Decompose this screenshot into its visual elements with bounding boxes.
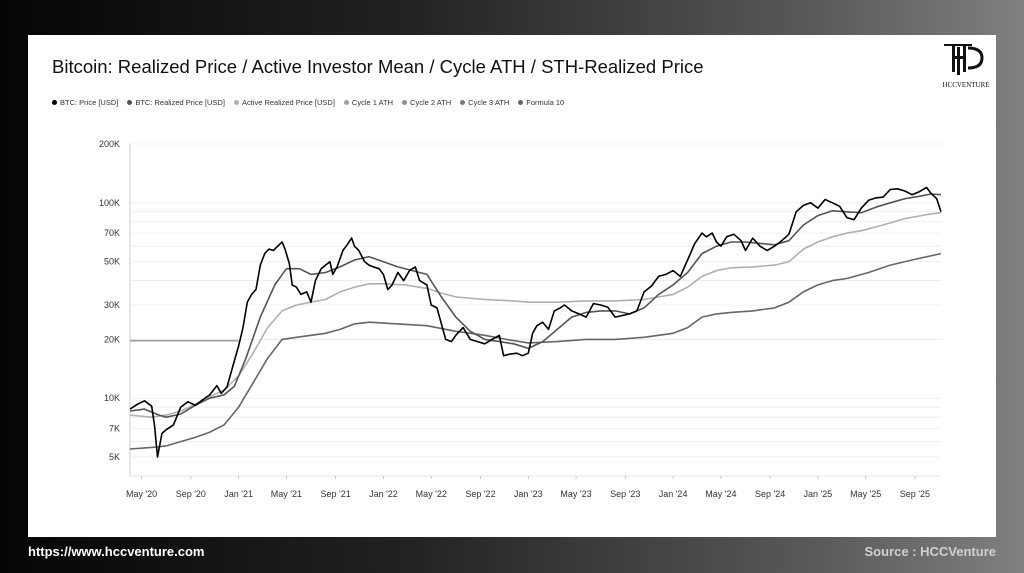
legend-dot-icon: [518, 99, 524, 105]
x-tick-label: Jan '22: [369, 489, 398, 499]
logo: HCCVENTURE: [936, 41, 996, 91]
x-tick-label: Jan '25: [804, 489, 833, 499]
y-axis-ticks: 5K 7K 10K 20K 30K 50K 70K 100K 200K: [99, 139, 120, 462]
series-line-active-realized-price-usd: [129, 211, 942, 418]
y-tick-label: 20K: [104, 334, 120, 344]
chart-title: Bitcoin: Realized Price / Active Investo…: [52, 56, 704, 77]
legend-item[interactable]: Formula 10: [518, 98, 564, 107]
x-tick-label: Jan '24: [659, 489, 688, 499]
x-tick-label: Sep '24: [755, 489, 785, 499]
x-tick-label: Sep '22: [465, 489, 495, 499]
x-tick-label: May '20: [126, 489, 157, 499]
y-tick-label: 100K: [99, 198, 120, 208]
legend-label: Formula 10: [526, 97, 565, 107]
x-tick-label: May '25: [850, 489, 881, 499]
legend-dot-icon: [343, 99, 349, 105]
legend-item[interactable]: BTC: Realized Price [USD]: [127, 98, 225, 107]
legend-item[interactable]: Cycle 2 ATH: [402, 98, 451, 107]
x-tick-label: Sep '21: [321, 489, 351, 499]
legend-label: BTC: Price [USD]: [60, 97, 119, 107]
chart-legend: BTC: Price [USD] BTC: Realized Price [USD…: [52, 96, 564, 108]
legend-label: Cycle 2 ATH: [410, 97, 452, 107]
x-tick-label: Jan '21: [224, 489, 253, 499]
legend-label: Active Realized Price [USD]: [241, 97, 335, 107]
grid-lines: [129, 143, 941, 477]
series-line-btc-realized-price-usd: [129, 193, 942, 418]
chart-card: Bitcoin: Realized Price / Active Investo…: [28, 35, 996, 537]
legend-label: Cycle 1 ATH: [351, 97, 394, 107]
logo-mark-icon: HCCVENTURE: [942, 44, 990, 89]
x-tick-label: May '23: [560, 489, 591, 499]
website-url[interactable]: https://www.hccventure.com: [28, 544, 205, 559]
source-label: Source : HCCVenture: [864, 544, 996, 559]
legend-dot-icon: [233, 99, 239, 105]
x-axis-ticks: May '20 Sep '20 Jan '21 May '21 Sep '21 Jan '…: [126, 476, 930, 499]
x-tick-label: Sep '20: [176, 489, 206, 499]
x-tick-label: May '22: [416, 489, 447, 499]
x-tick-label: May '21: [271, 489, 302, 499]
y-tick-label: 7K: [109, 424, 120, 434]
y-tick-label: 30K: [104, 300, 120, 310]
legend-label: BTC: Realized Price [USD]: [135, 97, 225, 107]
legend-dot-icon: [127, 99, 133, 105]
series-line-formula-10: [129, 252, 942, 450]
legend-item[interactable]: Active Realized Price [USD]: [233, 97, 335, 107]
x-tick-label: Sep '25: [900, 489, 930, 499]
y-tick-label: 200K: [99, 139, 120, 149]
series-line-btc-price-usd: [129, 186, 942, 458]
legend-item[interactable]: Cycle 3 ATH: [460, 98, 509, 107]
x-tick-label: Sep '23: [610, 489, 640, 499]
logo-text: HCCVENTURE: [942, 81, 989, 89]
y-tick-label: 50K: [104, 257, 120, 267]
legend-label: Cycle 3 ATH: [468, 97, 510, 107]
legend-dot-icon: [52, 99, 57, 105]
x-tick-label: May '24: [705, 489, 736, 499]
chart-plot: 5K 7K 10K 20K 30K 50K 70K 100K 200K May '20 Sep '…: [99, 139, 942, 499]
x-tick-label: Jan '23: [514, 489, 543, 499]
y-tick-label: 10K: [104, 393, 120, 403]
y-tick-label: 5K: [109, 452, 120, 462]
legend-item[interactable]: Cycle 1 ATH: [343, 97, 394, 107]
y-tick-label: 70K: [104, 228, 120, 238]
legend-item[interactable]: BTC: Price [USD]: [52, 98, 118, 107]
legend-dot-icon: [460, 99, 466, 105]
legend-dot-icon: [402, 99, 408, 105]
series-lines: [129, 186, 942, 458]
